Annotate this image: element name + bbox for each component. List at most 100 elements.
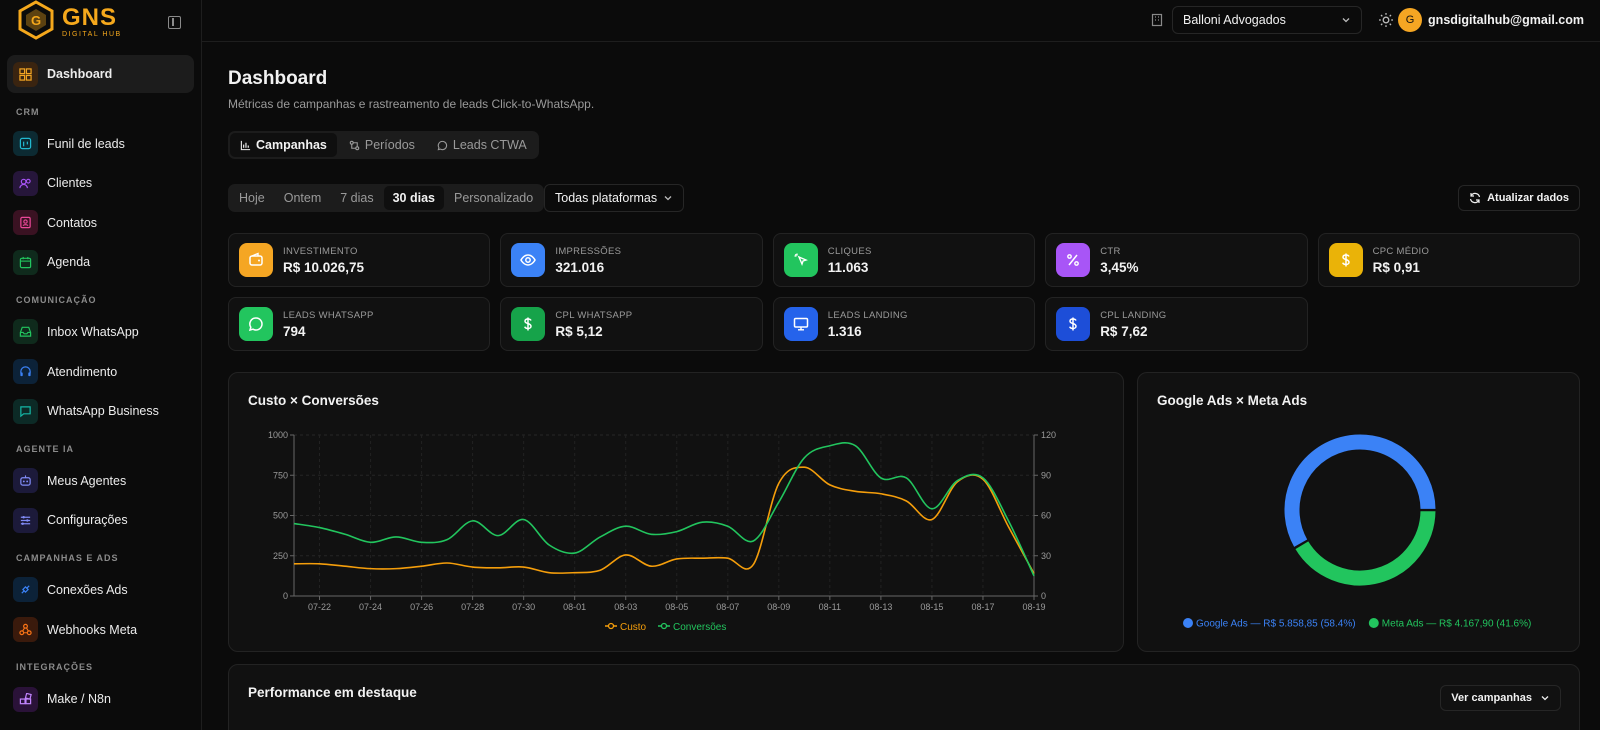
sidebar-item-label: Conexões Ads [47,582,128,597]
kpi-grid: INVESTIMENTO R$ 10.026,75 IMPRESSÕES 321.01… [228,233,1580,351]
section-label-agente: AGENTE IA [16,443,75,454]
logo-icon: G [16,0,56,40]
sidebar-item-whatsapp-business[interactable]: WhatsApp Business [7,392,194,430]
kpi-card-cpl-whatsapp: CPL WHATSAPP R$ 5,12 [500,297,763,351]
sidebar-item-label: Agenda [47,255,91,270]
sidebar-item-inbox[interactable]: Inbox WhatsApp [7,313,194,351]
legend-marker [660,622,668,630]
blocks-icon [13,686,38,712]
sidebar-item-label: Webhooks Meta [47,622,138,637]
sidebar-item-clientes[interactable]: Clientes [7,164,194,202]
sidebar-item-agentes[interactable]: Meus Agentes [7,462,194,500]
chevron-down-icon [1342,18,1350,23]
x-tick-label: 08-17 [971,602,994,612]
brand-name: GNS [62,4,118,31]
page-subtitle: Métricas de campanhas e rastreamento de … [228,97,595,111]
topbar: Balloni Advogados G gnsdigitalhub@gmail.… [202,0,1600,42]
y-left-tick-label: 1000 [268,430,288,440]
legend-marker [607,622,615,630]
donut-chart: Google Ads — R$ 5.858,85 (58.4%) Meta Ads… [1183,433,1532,630]
platform-split-card: Google Ads × Meta Ads Google Ads — R$ 5.… [1137,372,1580,652]
series-line-custo [293,466,1035,574]
card-title: Performance em destaque [248,685,417,700]
legend-label: Google Ads — R$ 5.858,85 (58.4%) [1196,619,1356,630]
sidebar-item-agenda[interactable]: Agenda [7,243,194,281]
section-label-campanhas: CAMPANHAS E ADS [16,552,119,563]
sidebar-item-atendimento[interactable]: Atendimento [7,353,194,391]
message-square-icon [13,398,38,424]
legend-label: Meta Ads — R$ 4.167,90 (41.6%) [1382,619,1532,630]
tab-label: Leads CTWA [452,138,527,152]
sun-icon[interactable] [1378,12,1394,28]
y-left-tick-label: 250 [273,551,288,561]
kpi-value: R$ 0,91 [1372,259,1420,275]
section-label-crm: CRM [16,106,40,117]
kpi-label: CLIQUES [827,245,872,257]
sidebar-item-label: Configurações [47,513,128,528]
x-tick-label: 07-28 [461,602,484,612]
platform-select[interactable]: Todas plataformas [544,184,684,212]
kpi-label: CTR [1100,245,1121,257]
kpi-label: CPC MÉDIO [1372,245,1430,257]
user-menu[interactable]: G gnsdigitalhub@gmail.com [1398,8,1584,32]
y-right-tick-label: 120 [1041,430,1056,440]
range-ontem[interactable]: Ontem [283,191,322,205]
performance-card: Performance em destaque Ver campanhas [228,664,1580,730]
range-7-dias[interactable]: 7 dias [340,191,374,205]
refresh-icon [1470,192,1481,204]
range-personalizado[interactable]: Personalizado [453,191,534,205]
y-left-tick-label: 750 [273,470,288,480]
tab-leads-ctwa[interactable]: Leads CTWA [427,133,537,157]
date-range-segmented: Hoje Ontem 7 dias 30 dias Personalizado [228,184,545,212]
range-hoje[interactable]: Hoje [239,191,265,205]
sidebar-item-conexoes[interactable]: Conexões Ads [7,571,194,609]
git-compare-icon [349,140,360,150]
legend-label: Conversões [673,622,726,633]
sidebar-item-label: Clientes [47,176,93,191]
webhook-icon [13,617,38,643]
bot-icon [13,468,38,494]
sidebar-item-webhooks[interactable]: Webhooks Meta [7,611,194,649]
kpi-value: R$ 7,62 [1100,323,1148,339]
card-title: Custo × Conversões [248,393,379,408]
tab-periodos[interactable]: Períodos [339,133,425,157]
sidebar-item-contatos[interactable]: Contatos [7,204,194,242]
view-tabs: Campanhas Períodos Leads CTWA [228,131,539,159]
sidebar-item-label: Dashboard [47,67,113,81]
tab-campanhas[interactable]: Campanhas [230,133,337,157]
sidebar-item-funil[interactable]: Funil de leads [7,125,194,163]
donut-slice-0 [1283,433,1437,549]
y-right-tick-label: 30 [1041,551,1051,561]
range-30-dias[interactable]: 30 dias [383,186,444,210]
donut-slice-1 [1294,510,1437,587]
sidebar-item-label: Atendimento [47,364,118,379]
org-select[interactable]: Balloni Advogados [1172,6,1362,34]
avatar: G [1398,8,1423,32]
kpi-card-cpc-m-dio: CPC MÉDIO R$ 0,91 [1317,233,1580,287]
chevron-down-icon [664,196,672,201]
sidebar-item-label: WhatsApp Business [47,404,159,419]
platform-select-value: Todas plataformas [555,191,658,205]
sidebar-item-configuracoes[interactable]: Configurações [7,501,194,539]
y-right-tick-label: 0 [1041,591,1046,601]
legend-label: Custo [620,622,647,633]
brand-tagline: DIGITAL HUB [62,31,122,38]
user-email: gnsdigitalhub@gmail.com [1428,13,1584,27]
kpi-value: 11.063 [827,259,869,275]
sidebar-item-make[interactable]: Make / N8n [7,680,194,718]
kpi-label: LEADS WHATSAPP [283,309,374,321]
kpi-card-cliques: CLIQUES 11.063 [772,233,1036,287]
section-label-integracoes: INTEGRAÇÕES [16,662,94,673]
wallet-icon [239,243,273,277]
see-campaigns-button[interactable]: Ver campanhas [1440,685,1561,711]
brand[interactable]: G GNS DIGITAL HUB [0,0,201,44]
sidebar-item-dashboard[interactable]: Dashboard [7,55,194,93]
plug-icon [13,577,38,603]
sidebar-item-label: Meus Agentes [47,473,127,488]
refresh-button[interactable]: Atualizar dados [1458,185,1580,211]
sidebar-collapse-icon[interactable] [168,16,181,29]
percent-icon [1056,243,1091,277]
x-tick-label: 08-05 [665,602,688,612]
kpi-label: IMPRESSÕES [555,245,622,257]
